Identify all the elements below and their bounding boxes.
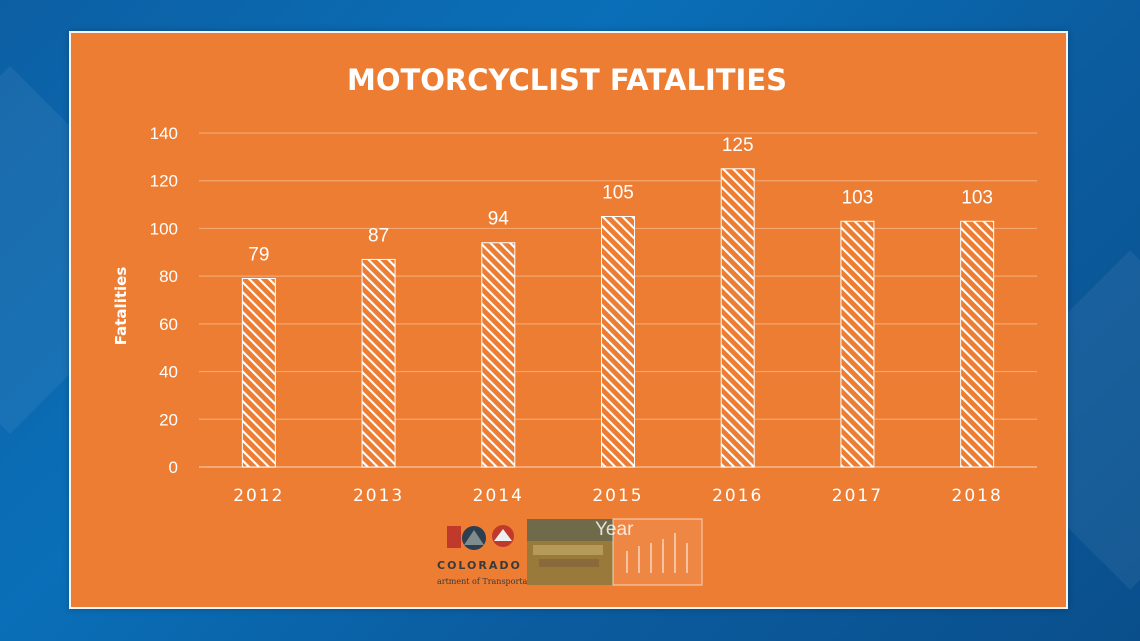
x-tick-label-2014: 2014 (473, 486, 524, 506)
bar-2012 (241, 278, 276, 468)
data-label-2012: 79 (248, 245, 269, 266)
bar-2016 (720, 168, 755, 468)
photo-thumbnail (527, 519, 613, 585)
data-label-2013: 87 (368, 225, 389, 246)
bar-2015 (601, 216, 635, 468)
chart-title: MOTORCYCLIST FATALITIES (347, 63, 787, 97)
y-tick-label: 120 (150, 172, 178, 191)
data-label-2015: 105 (602, 183, 634, 204)
x-tick-labels: 2012 2013 2014 2015 2016 2017 2018 (233, 486, 1003, 506)
y-tick-label: 60 (159, 315, 178, 334)
y-tick-label: 100 (150, 219, 178, 238)
y-tick-label: 140 (150, 124, 178, 143)
bar-2014 (481, 242, 516, 468)
y-tick-label: 80 (159, 267, 178, 286)
y-axis-label: Fatalities (112, 267, 130, 346)
x-tick-label-2013: 2013 (353, 486, 404, 506)
x-tick-label-2017: 2017 (832, 486, 883, 506)
y-tick-label: 20 (159, 410, 178, 429)
data-label-2016: 125 (722, 135, 754, 156)
logo-subtitle: artment of Transporta (437, 577, 528, 586)
logo-name: COLORADO (437, 559, 522, 572)
data-label-2017: 103 (842, 187, 874, 208)
x-tick-label-2015: 2015 (592, 486, 643, 506)
x-tick-label-2012: 2012 (233, 486, 284, 506)
ghost-chart-overlay (612, 518, 703, 586)
data-label-2014: 94 (488, 209, 510, 230)
x-tick-label-2016: 2016 (712, 486, 763, 506)
colorado-dot-logo-icon (447, 525, 514, 550)
bar-2013 (361, 258, 396, 468)
colorado-dot-logo: COLORADO artment of Transporta (437, 525, 528, 586)
bar-2018 (960, 220, 995, 468)
chart-slide: MOTORCYCLIST FATALITIES Fatalities 0 20 40… (69, 31, 1068, 609)
data-labels: 79 87 94 105 125 103 103 (248, 135, 993, 266)
x-tick-label-2018: 2018 (952, 486, 1003, 506)
bars (241, 168, 995, 468)
bar-chart: MOTORCYCLIST FATALITIES Fatalities 0 20 40… (112, 63, 1037, 586)
bar-2017 (840, 220, 875, 468)
data-label-2018: 103 (961, 187, 993, 208)
y-tick-label: 40 (159, 363, 178, 382)
y-tick-labels: 0 20 40 60 80 100 120 140 (150, 124, 178, 477)
y-tick-label: 0 (169, 458, 178, 477)
x-axis-label: Year (595, 519, 634, 540)
